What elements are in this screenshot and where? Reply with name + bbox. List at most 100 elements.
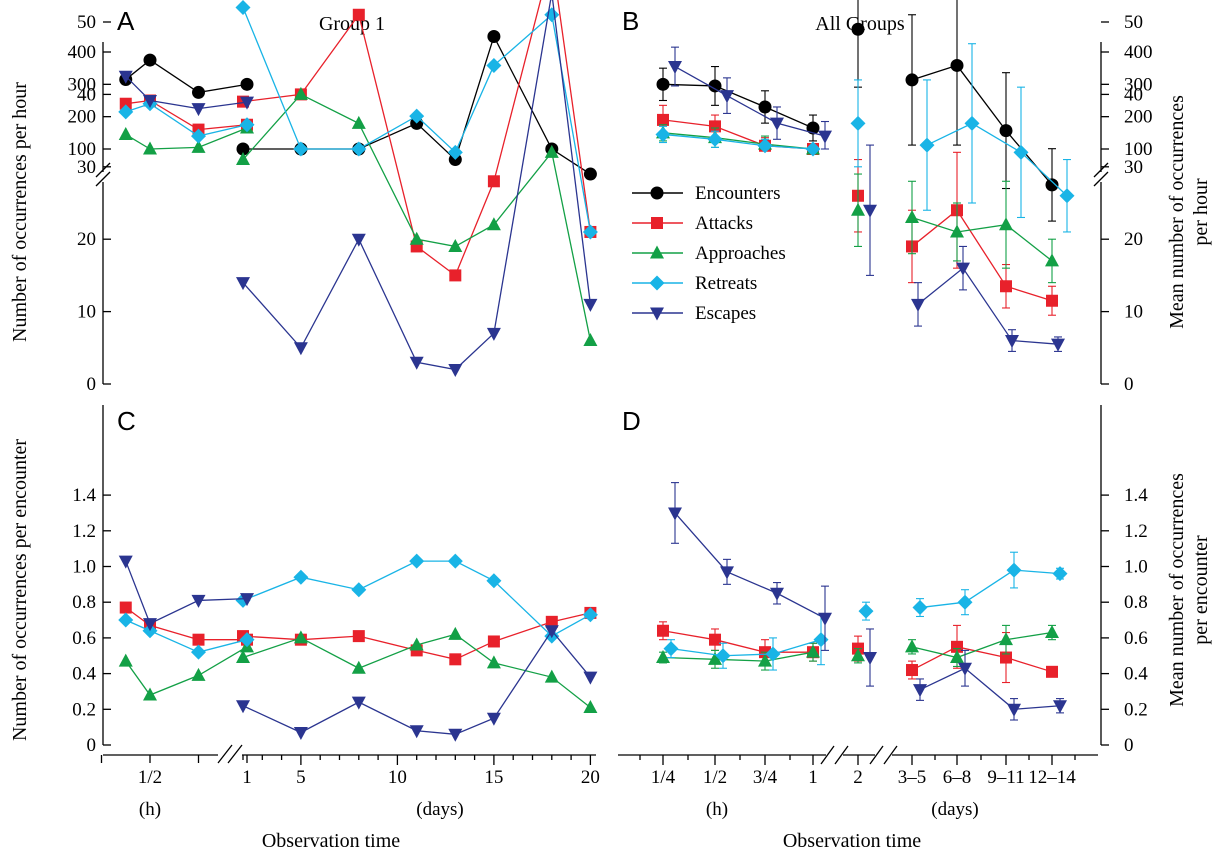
panel-d-y-tick-label: 1.2 [1124,521,1148,542]
panel-a-retreats-point [351,141,367,157]
panel-d-x-tick-label: 1/2 [703,767,727,788]
panel-a-attacks-line-hours [125,99,248,131]
panel-d-attacks-point [951,640,963,653]
legend-encounters-label: Encounters [695,183,780,204]
panel-c-unit-hours: (h) [139,799,161,820]
panel-d-x-break-1 [820,745,849,765]
panel-d-escapes-point [1007,703,1021,717]
panel-a-y-tick-label: 10 [77,302,96,323]
panel-d-retreats-point [715,648,731,664]
panel-a-escapes-point [143,95,157,108]
panel-c-xlabel: Observation time [262,830,400,852]
panel-d-retreats-point [663,641,679,657]
panel-b-approaches-point [1045,253,1059,267]
panel-a-y-tick-label: 50 [77,12,96,33]
panel-c-escapes-line-days [242,629,591,735]
panel-c-escapes-point [236,700,250,714]
panel-a-retreats-point [191,128,206,144]
panel-c-escapes-point [118,555,133,569]
panel-d-y-tick-label: 0.2 [1124,699,1148,720]
panel-c-retreats-point [447,553,463,569]
panel-b-encounters-point [950,58,964,72]
panel-b-y-tick-label: 0 [1124,374,1134,395]
panel-b-approaches-point [950,224,964,238]
panel-d-unit-hours: (h) [706,799,728,820]
panel-c-retreats-point [191,644,206,660]
panel-d-unit-days: (days) [931,799,978,820]
panel-a-retreats-point [582,224,598,240]
panel-c-escapes-point [448,728,463,742]
panel-a-encounters-point [583,167,597,181]
panel-c-approaches-point [191,667,206,681]
panel-c-approaches-point [448,626,463,640]
panel-a-encounters-line-days [243,34,591,175]
panel-a-escapes-point [118,70,133,84]
panel-b-y-tick-label: 30 [1124,157,1143,178]
legend-escapes-marker [650,307,664,321]
panel-a-escapes-point [448,364,463,378]
panel-d-attacks-line-hours [662,630,813,653]
panel-c-x-break [217,744,243,764]
panel-c-retreats-point [293,569,309,585]
panel-a-y-tick-label: 0 [87,374,97,395]
panel-d-attacks-point [906,664,918,677]
panel-b-approaches-point [851,202,865,216]
legend-attacks-label: Attacks [695,213,753,234]
panel-a-encounters-point [240,77,254,91]
panel-b-retreats-point [805,141,821,157]
panel-a-y-tick-label: 20 [77,229,96,250]
panel-a-retreats-line-days [242,7,592,233]
panel-d-escapes-point [818,612,832,626]
panel-b-retreats-line-days [926,122,1068,197]
panel-b-y-tick-label: 300 [1124,74,1153,95]
panel-a-encounters-point [487,29,501,43]
panel-c-y-tick-label: 0.6 [72,628,96,649]
panel-d-retreats-point [912,600,928,616]
panel-c-approaches-point [583,700,598,714]
panel-letter-a: A [117,6,135,36]
panel-b-escapes-line-days [917,267,1059,345]
panel-d-y-tick-label: 1.4 [1124,485,1148,506]
panel-d-approaches-point [905,639,919,653]
panel-d-approaches-point [708,651,722,665]
panel-b-encounters-point [806,121,820,135]
panel-d-retreats-point [957,594,973,610]
panel-a-retreats-point [235,0,251,16]
panel-c-retreats-point [118,612,134,628]
panel-c-escapes-point [409,725,424,739]
panel-c-escapes-point [486,712,501,726]
panel-c-retreats-line-days [242,560,591,637]
panel-c-x-tick-label: 1 [242,767,252,788]
panel-b-retreats-point [707,131,723,147]
panel-a-y-tick-label: 30 [77,157,96,178]
panel-d-escapes-line-days [919,667,1061,710]
panel-b-approaches-line-hours [662,132,814,150]
panel-d-attacks-point [709,633,721,646]
panel-b-y-tick-label: 20 [1124,229,1143,250]
legend: Encounters Attacks Approaches Retreats Escap… [632,183,786,324]
panel-a-approaches-point [486,217,501,231]
panel-c-escapes-line-hours [125,560,248,625]
panel-b-retreats-point [757,138,773,154]
panel-c-x-tick-label: 15 [484,767,503,788]
panel-b-retreats-point [1013,144,1029,160]
panel-b-ylabel-line2: per hour [1190,178,1212,246]
panel-a-approaches-line-days [242,93,592,341]
axes-layer: 1002003004000102030405010020030040001020… [68,12,1153,788]
panel-b-y-tick-label: 200 [1124,107,1153,128]
panel-b-approaches-line-days [911,216,1053,262]
panel-a-approaches-point [118,126,133,140]
panel-d-attacks-point [1046,665,1058,678]
panel-d-x-tick-label: 6–8 [943,767,972,788]
panel-a-approaches-point [544,144,559,158]
panel-a-escapes-line-hours [125,75,248,110]
panel-c-retreats-point [486,573,502,589]
panel-b-escapes-point [1051,338,1065,352]
panel-b-retreats-point [850,115,866,131]
panel-letter-d: D [622,406,641,436]
panel-c-escapes-point [293,727,308,741]
panel-d-x-tick-label: 3–5 [898,767,927,788]
panel-d-y-tick-label: 0 [1124,735,1134,756]
panel-letter-b: B [622,6,639,36]
panel-a-y-tick-label: 200 [68,107,97,128]
